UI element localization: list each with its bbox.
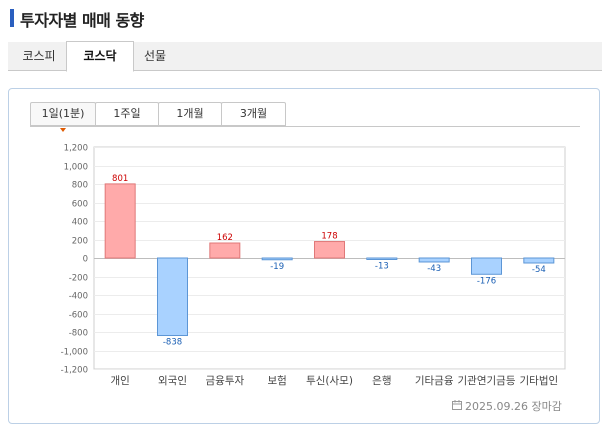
- y-tick-label: -800: [69, 329, 88, 339]
- bar-5: [366, 257, 398, 260]
- bar-3: [261, 257, 293, 261]
- calendar-icon: [452, 400, 462, 410]
- footer-status: 장마감: [531, 400, 562, 413]
- bar-value-label: -176: [477, 276, 496, 286]
- tab-3month[interactable]: 3개월: [221, 102, 286, 126]
- x-category-label: 보험: [268, 375, 287, 387]
- bar-value-label: -19: [270, 262, 284, 272]
- tab-futures[interactable]: 선물: [143, 49, 167, 63]
- bar-4: [314, 241, 345, 259]
- y-tick-label: 1,000: [64, 163, 88, 173]
- y-tick-label: -1,000: [61, 348, 88, 358]
- x-category-label: 기타금융: [415, 375, 454, 387]
- bar-6: [418, 257, 450, 263]
- footer-date: 2025.09.26: [465, 400, 528, 413]
- tab-kosdaq[interactable]: 코스닥: [66, 41, 134, 72]
- bar-8: [523, 257, 555, 264]
- bar-value-label: 801: [112, 174, 128, 184]
- active-tab-caret-icon: [60, 128, 66, 132]
- market-tabs: 코스피 코스닥 선물: [8, 41, 602, 72]
- tab-1month[interactable]: 1개월: [158, 102, 222, 126]
- bar-value-label: -838: [163, 338, 182, 348]
- bar-value-label: 178: [321, 232, 337, 242]
- x-category-label: 외국인: [158, 375, 187, 387]
- title-accent: [10, 9, 14, 27]
- investor-trade-chart: 1,200 1,000 800 600 400 200 0 -200 -400 -600 -800 -…: [61, 144, 566, 387]
- market-status: 2025.09.26 장마감: [465, 398, 562, 414]
- bar-0: [104, 183, 136, 259]
- y-tick-label: 1,200: [64, 144, 88, 154]
- x-category-label: 금융투자: [206, 375, 245, 387]
- page-title: 투자자별 매매 동향: [20, 11, 144, 30]
- y-tick-label: 400: [72, 218, 88, 228]
- bar-2: [209, 242, 241, 259]
- x-category-label: 기관연기금등: [458, 375, 516, 387]
- y-tick-label: 800: [72, 181, 88, 191]
- y-tick-label: -600: [69, 311, 88, 321]
- tab-1day[interactable]: 1일(1분): [30, 102, 96, 126]
- x-category-label: 기타법인: [520, 375, 559, 387]
- bar-value-label: -54: [532, 265, 546, 275]
- chart-panel: 1일(1분) 1주일 1개월 3개월 1,200 1,000 800 600 400 20…: [8, 88, 600, 424]
- y-tick-label: 200: [72, 237, 88, 247]
- y-tick-label: -200: [69, 274, 88, 284]
- bar-value-label: 162: [217, 233, 233, 243]
- tab-kospi[interactable]: 코스피: [22, 49, 56, 63]
- period-tabs-underline: [30, 126, 580, 127]
- bar-value-label: -43: [427, 264, 441, 274]
- bar-7: [471, 257, 502, 275]
- y-tick-label: 0: [83, 255, 88, 265]
- tab-1week[interactable]: 1주일: [95, 102, 159, 126]
- x-category-label: 개인: [111, 375, 130, 387]
- bar-value-label: -13: [375, 262, 389, 272]
- x-category-label: 투신(사모): [306, 375, 353, 387]
- x-category-label: 은행: [372, 375, 391, 387]
- y-tick-label: -1,200: [61, 366, 88, 376]
- y-tick-label: -400: [69, 292, 88, 302]
- bar-1: [157, 257, 188, 337]
- y-tick-label: 600: [72, 200, 88, 210]
